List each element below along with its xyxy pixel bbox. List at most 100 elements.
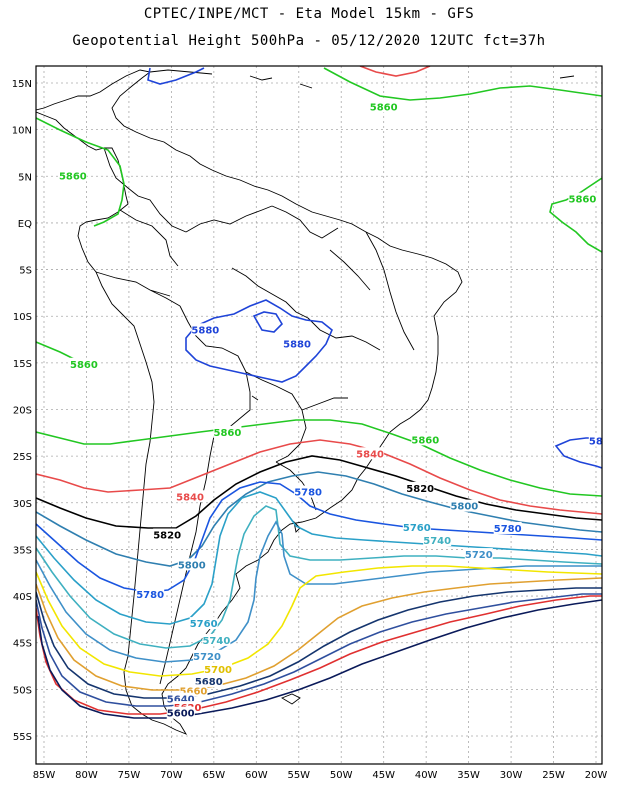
lat-tick-label: 20S <box>13 406 32 417</box>
lat-tick-label: 5N <box>18 172 32 183</box>
contour-5660 <box>36 587 602 699</box>
contour-label-5700: 5700 <box>204 665 232 676</box>
lon-tick-label: 60W <box>245 770 268 781</box>
contour-label-bg <box>153 528 182 541</box>
contour-5760 <box>36 491 602 625</box>
lat-tick-label: 35S <box>13 545 32 556</box>
lakes <box>251 395 301 533</box>
contour-5840-north <box>359 66 431 77</box>
contour-labels: 5860 5860 5860 5860 5880 5880 5880 5860 5860 5840… <box>58 100 617 720</box>
map-title-line-1: CPTEC/INPE/MCT - Eta Model 15km - GFS <box>143 6 475 22</box>
lat-tick-label: 10N <box>12 126 32 137</box>
contour-label-5860: 5860 <box>70 360 98 371</box>
lon-tick-label: 35W <box>457 770 480 781</box>
contour-label-5860: 5860 <box>59 171 87 182</box>
contour-label-bg <box>464 548 493 561</box>
contour-label-bg <box>189 617 218 630</box>
contour-label-5820: 5820 <box>153 531 181 542</box>
country-borders <box>95 147 415 685</box>
contour-label-5800: 5800 <box>178 560 206 571</box>
contour-label-bg <box>423 534 452 547</box>
contour-5680 <box>36 577 602 691</box>
contour-label-bg <box>402 521 431 534</box>
contour-label-bg <box>58 169 87 182</box>
contour-label-bg <box>294 485 323 498</box>
lon-tick-label: 30W <box>500 770 523 781</box>
contour-label-bg <box>176 490 205 503</box>
contour-label-bg <box>493 521 522 534</box>
contour-label-bg <box>193 649 222 662</box>
contour-label-bg <box>166 706 195 719</box>
contour-label-bg <box>177 558 206 571</box>
lon-tick-label: 70W <box>160 770 183 781</box>
contour-5860-central <box>36 419 602 497</box>
contour-label-5880: 5880 <box>589 436 617 447</box>
lon-tick-label: 45W <box>372 770 395 781</box>
lat-tick-label: 5S <box>19 266 32 277</box>
contour-5780 <box>36 481 602 593</box>
lat-tick-label: 30S <box>13 499 32 510</box>
map-title-line-2: Geopotential Height 500hPa - 05/12/2020 … <box>72 33 546 49</box>
contour-label-5840: 5840 <box>176 492 204 503</box>
longitude-tick-labels: 85W 80W 75W 70W 65W 60W 55W 50W 45W 40W 35W 30W 25W 2… <box>33 770 608 781</box>
contour-label-5640: 5640 <box>167 695 195 706</box>
contour-5800 <box>36 471 602 567</box>
contour-label-5740: 5740 <box>202 636 230 647</box>
contour-label-5720: 5720 <box>465 550 493 561</box>
contour-5880-north <box>147 67 205 85</box>
contour-5860-east <box>549 177 602 253</box>
lat-tick-label: 15S <box>13 359 32 370</box>
contour-label-5820: 5820 <box>406 484 434 495</box>
contour-label-5600: 5600 <box>167 709 195 720</box>
contour-5840-central <box>36 439 602 515</box>
contour-label-5840: 5840 <box>356 449 384 460</box>
map-frame <box>35 65 603 765</box>
contour-label-bg <box>450 499 479 512</box>
lon-tick-label: 65W <box>203 770 226 781</box>
contour-5700 <box>36 565 602 677</box>
contour-5860-west <box>36 117 125 227</box>
contour-5740 <box>36 505 602 649</box>
lat-tick-label: 15N <box>12 79 32 90</box>
lon-tick-label: 75W <box>118 770 141 781</box>
contour-label-bg <box>136 588 165 601</box>
contour-label-5760: 5760 <box>190 619 218 630</box>
caribbean-islands <box>149 69 575 89</box>
contour-label-5720: 5720 <box>193 652 221 663</box>
contour-5880-amazon <box>185 299 333 383</box>
contour-5720 <box>36 520 602 663</box>
contour-label-5780: 5780 <box>494 524 522 535</box>
contour-5820 <box>36 455 602 529</box>
contour-5860-north <box>323 67 602 101</box>
lat-tick-label: 10S <box>13 312 32 323</box>
contour-label-bg <box>411 433 440 446</box>
contour-label-5760: 5760 <box>403 523 431 534</box>
contour-label-bg <box>283 337 312 350</box>
contour-lines <box>36 66 602 719</box>
contour-label-bg <box>568 192 597 205</box>
contour-label-5660: 5660 <box>180 686 208 697</box>
contour-label-bg <box>194 674 223 687</box>
contour-label-5860: 5860 <box>214 428 242 439</box>
contour-label-bg <box>369 100 398 113</box>
lat-tick-label: 45S <box>13 639 32 650</box>
contour-label-bg <box>406 481 435 494</box>
lat-tick-label: 25S <box>13 452 32 463</box>
lon-tick-label: 40W <box>415 770 438 781</box>
coastline-and-borders <box>36 69 575 735</box>
contour-label-5880: 5880 <box>283 339 311 350</box>
lon-tick-label: 80W <box>75 770 98 781</box>
contour-label-5860: 5860 <box>411 435 439 446</box>
contour-5880-east <box>554 437 602 469</box>
contour-label-5800: 5800 <box>450 502 478 513</box>
lon-tick-label: 20W <box>585 770 608 781</box>
contour-label-5860: 5860 <box>568 195 596 206</box>
contour-label-5860: 5860 <box>370 102 398 113</box>
contour-label-5740: 5740 <box>423 536 451 547</box>
lat-tick-label: EQ <box>18 219 32 230</box>
lon-tick-label: 25W <box>542 770 565 781</box>
latitude-tick-labels: 15N 10N 5N EQ 5S 10S 15S 20S 25S 30S 35S 40S 45S 50S 5… <box>12 79 32 743</box>
south-america-coastline <box>36 69 463 735</box>
contour-label-bg <box>202 633 231 646</box>
lon-tick-label: 85W <box>33 770 56 781</box>
